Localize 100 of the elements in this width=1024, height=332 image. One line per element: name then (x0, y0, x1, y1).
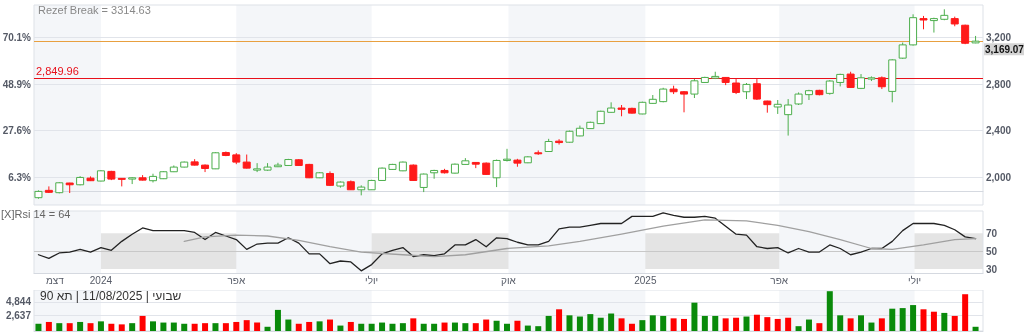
x-tick-label: דצמ (45, 275, 65, 286)
bar (733, 317, 740, 331)
bar (847, 318, 854, 331)
bar (524, 325, 531, 331)
ref-line-label: 3,169.07 (985, 43, 1024, 55)
bar (399, 323, 406, 331)
y-tick-label: 70 (986, 227, 998, 239)
bar (535, 326, 542, 331)
candlestick (607, 101, 616, 114)
bar (212, 323, 219, 331)
bar (920, 309, 927, 331)
candlestick (44, 185, 53, 194)
y-tick-label: 30 (986, 263, 998, 275)
y2-tick-label: 6.3% (8, 171, 32, 183)
bar (816, 323, 823, 331)
bar (889, 308, 896, 331)
bar (753, 314, 760, 331)
x-tick-label: 2025 (634, 275, 657, 286)
bar (743, 316, 750, 331)
bar (504, 323, 511, 331)
bar (431, 323, 438, 331)
bar (222, 323, 229, 331)
bar (35, 323, 42, 331)
bar (160, 322, 167, 331)
bar (941, 312, 948, 331)
bar (587, 314, 594, 331)
bar (295, 323, 302, 331)
bar (139, 315, 146, 331)
candlestick (430, 169, 439, 180)
bar (639, 320, 646, 331)
bar (962, 294, 969, 331)
bar (837, 315, 844, 331)
x-tick-label: יולי (908, 275, 922, 286)
bar (316, 321, 323, 331)
bar (660, 315, 667, 331)
bar (681, 318, 688, 331)
bar (274, 309, 281, 331)
bar (306, 321, 313, 331)
bar (462, 323, 469, 331)
y-tick-label: 2,637 (5, 309, 32, 321)
bar (45, 321, 52, 331)
bar (608, 313, 615, 331)
bar (483, 319, 490, 331)
bar (597, 317, 604, 331)
x-tick-label: אפר (770, 275, 789, 286)
bar (170, 322, 177, 331)
bar (254, 322, 261, 331)
bar (129, 323, 136, 331)
x-tick-label: אפר (227, 275, 246, 286)
y2-tick-label: 70.1% (2, 32, 32, 44)
annotation: Rezef Break = 3314.63 (38, 3, 151, 16)
bar (618, 318, 625, 331)
x-tick-label: אוק (501, 275, 517, 286)
bar (910, 305, 917, 331)
bar (951, 315, 958, 331)
bar (691, 302, 698, 331)
bar (191, 323, 198, 331)
y-tick-label: 50 (986, 245, 998, 257)
candlestick (784, 98, 793, 137)
bar (66, 323, 73, 331)
bar (545, 315, 552, 331)
y-tick-label: 2,000 (986, 171, 1012, 183)
candlestick (804, 89, 813, 101)
bar (202, 323, 209, 331)
bar (556, 309, 563, 331)
bar (347, 321, 354, 331)
candlestick (680, 90, 689, 113)
bar (576, 316, 583, 331)
bar (701, 315, 708, 331)
bar (118, 324, 125, 331)
bar (764, 317, 771, 331)
bar (868, 322, 875, 331)
bar (358, 323, 365, 331)
bar (670, 318, 677, 331)
candlestick (690, 78, 699, 99)
bar (150, 321, 156, 331)
bar (785, 317, 792, 331)
bar (514, 320, 521, 331)
bar (379, 322, 386, 331)
y2-tick-label: 48.9% (2, 78, 32, 90)
bar (722, 318, 729, 331)
bar (368, 323, 375, 331)
bar (649, 315, 656, 331)
x-tick-label: 2024 (89, 275, 113, 286)
bar (87, 323, 94, 331)
bar (108, 323, 115, 331)
bar (389, 323, 396, 331)
bar (181, 323, 188, 331)
bar (56, 323, 63, 331)
bar (795, 326, 802, 331)
y-tick-label: 3,200 (986, 32, 1012, 44)
candlestick (929, 17, 938, 34)
bar (451, 322, 458, 331)
bar (337, 325, 344, 331)
y2-tick-label: 27.6% (2, 125, 32, 137)
candlestick (492, 159, 501, 188)
line-series (183, 219, 977, 258)
bar (826, 291, 833, 331)
annotation: [X]Rsi 14 = 64 (1, 207, 71, 220)
bar (930, 311, 937, 331)
